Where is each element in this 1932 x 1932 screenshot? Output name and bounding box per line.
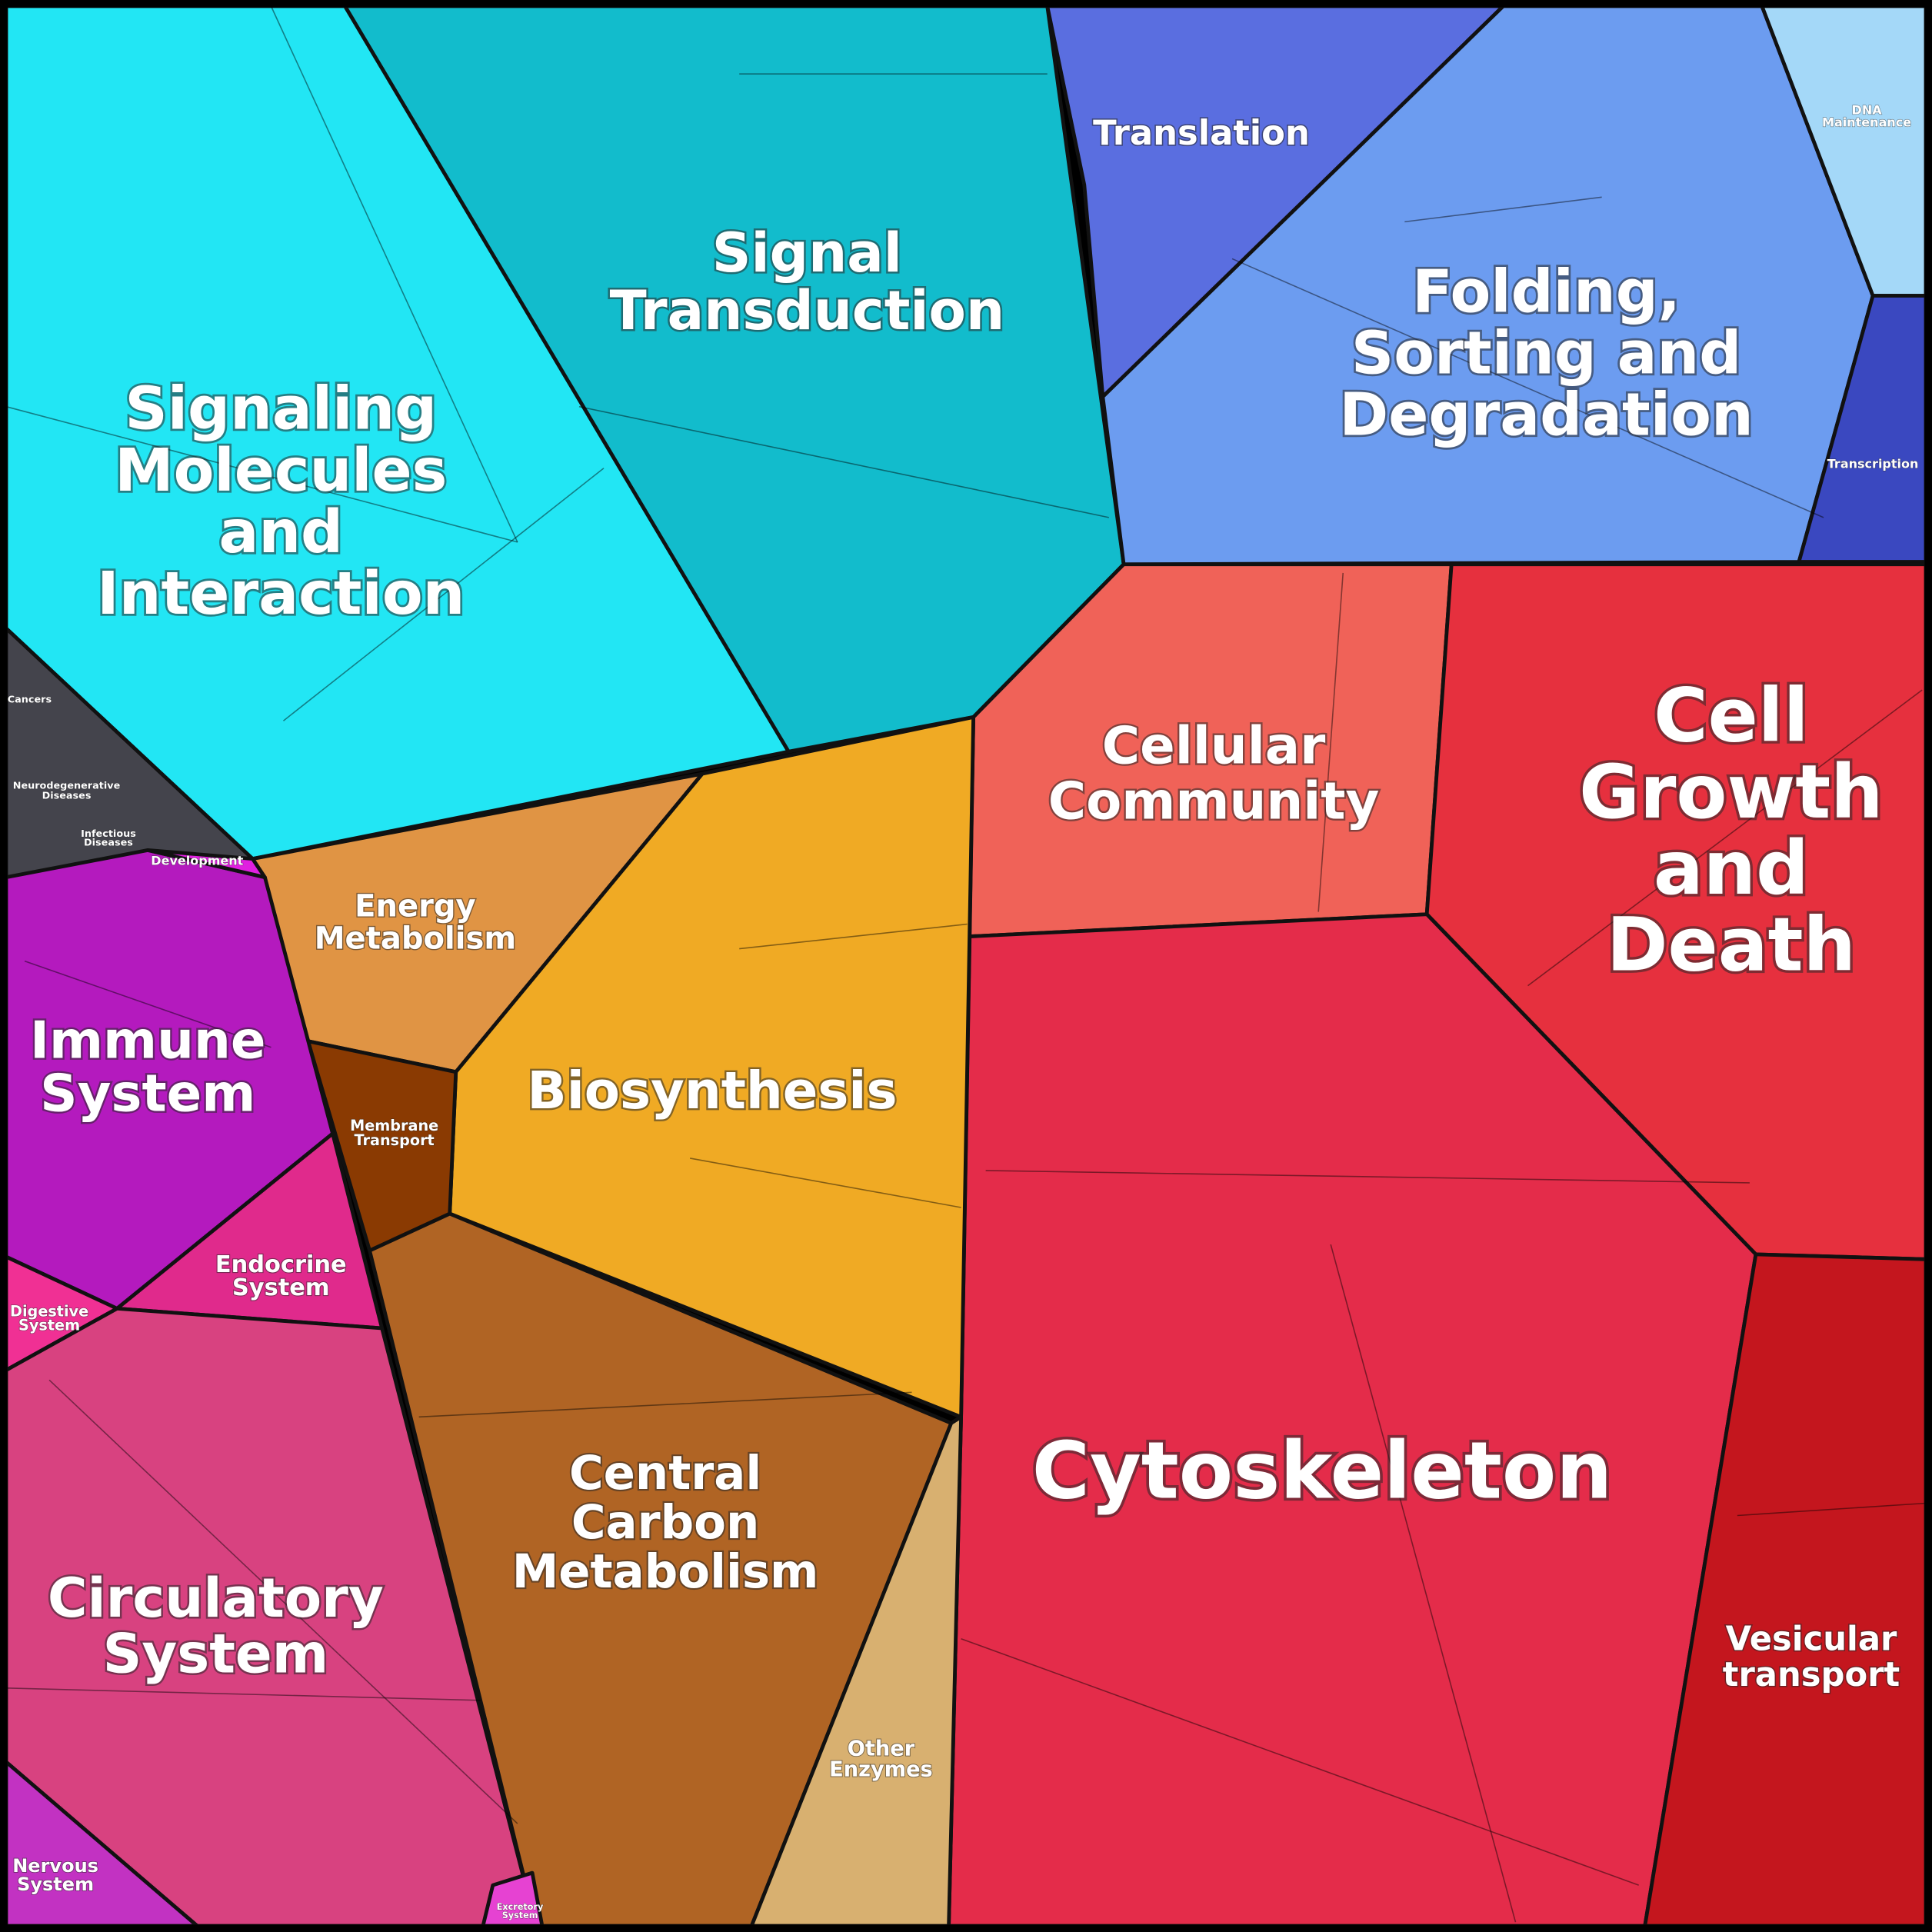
region-label: Molecules — [115, 437, 447, 505]
region-label: Energy — [355, 889, 476, 924]
region-label: Excretory — [497, 1902, 544, 1912]
cell-edge — [5, 1687, 481, 1701]
region-label: Central — [569, 1446, 761, 1501]
region-label: Carbon — [571, 1495, 759, 1550]
region-label: Maintenance — [1822, 115, 1911, 130]
region-label: Signaling — [125, 375, 437, 444]
region-label: transport — [1723, 1656, 1900, 1694]
cell-edge — [689, 1158, 961, 1208]
region-label: System — [17, 1874, 94, 1895]
cell-edge — [1527, 689, 1923, 987]
cell-edge — [578, 405, 1110, 518]
region-label: Cell — [1654, 673, 1809, 759]
cell-edge — [1737, 1502, 1927, 1517]
region-label: Signal — [712, 222, 902, 285]
cell-edge — [1317, 572, 1344, 912]
region-development — [145, 848, 267, 880]
region-label: Cancers — [8, 694, 52, 705]
region-label: Endocrine — [215, 1251, 347, 1278]
region-label: Membrane — [350, 1117, 438, 1134]
region-label: Immune — [30, 1010, 266, 1070]
region-label: Degradation — [1339, 381, 1753, 450]
region-label: Sorting and — [1351, 320, 1741, 388]
region-label: Neurodegenerative — [13, 781, 121, 792]
region-label: Infectious — [81, 828, 136, 840]
region-label: Vesicular — [1726, 1620, 1897, 1658]
cell-edge — [24, 960, 271, 1048]
region-label: Transduction — [610, 279, 1005, 342]
cell-edge — [985, 1170, 1750, 1184]
region-label: Digestive — [10, 1303, 88, 1321]
region-label: System — [40, 1063, 255, 1123]
region-label: Other — [848, 1737, 915, 1760]
region-label: DNA — [1852, 103, 1883, 118]
cell-edge — [1404, 196, 1602, 223]
cell-edge — [739, 923, 968, 950]
cell-edge — [48, 1379, 518, 1824]
region-label: Community — [1048, 771, 1380, 831]
region-label: Cellular — [1102, 716, 1326, 776]
region-label: System — [103, 1622, 329, 1685]
region-label: Enzymes — [829, 1758, 933, 1782]
region-label: Metabolism — [315, 921, 516, 956]
region-label: Diseases — [84, 837, 133, 848]
region-label: Interaction — [97, 560, 465, 628]
region-label: System — [18, 1316, 80, 1334]
region-label: Translation — [1093, 112, 1310, 153]
region-label: System — [502, 1910, 538, 1920]
region-label: Growth — [1579, 749, 1883, 835]
region-label: Nervous — [12, 1855, 98, 1877]
cell-edge — [270, 5, 518, 543]
region-label: Folding, — [1412, 258, 1681, 326]
region-label: System — [232, 1274, 330, 1301]
region-label: Diseases — [42, 790, 92, 801]
cell-edge — [961, 1637, 1639, 1886]
region-label: Death — [1607, 902, 1856, 988]
region-label: Biosynthesis — [527, 1061, 897, 1121]
region-label: and — [1654, 825, 1809, 911]
cell-edge — [1330, 1244, 1517, 1923]
cell-edge — [282, 468, 605, 721]
region-label: Development — [151, 853, 243, 868]
region-label: Transport — [355, 1131, 435, 1149]
region-label: Cytoskeleton — [1032, 1426, 1613, 1517]
region-label: Metabolism — [512, 1544, 819, 1599]
region-label: Circulatory — [48, 1567, 384, 1630]
region-biosynthesis — [448, 715, 976, 1419]
cell-edge — [5, 405, 518, 543]
labels: SignalingMoleculesandInteractionSignalTr… — [7, 102, 1919, 1921]
region-label: and — [218, 498, 343, 567]
regions — [4, 4, 1928, 1928]
sub-cells — [5, 5, 1927, 1923]
cell-edge — [418, 1391, 912, 1418]
cell-edge — [1231, 258, 1824, 518]
region-label: Transcription — [1827, 456, 1919, 471]
